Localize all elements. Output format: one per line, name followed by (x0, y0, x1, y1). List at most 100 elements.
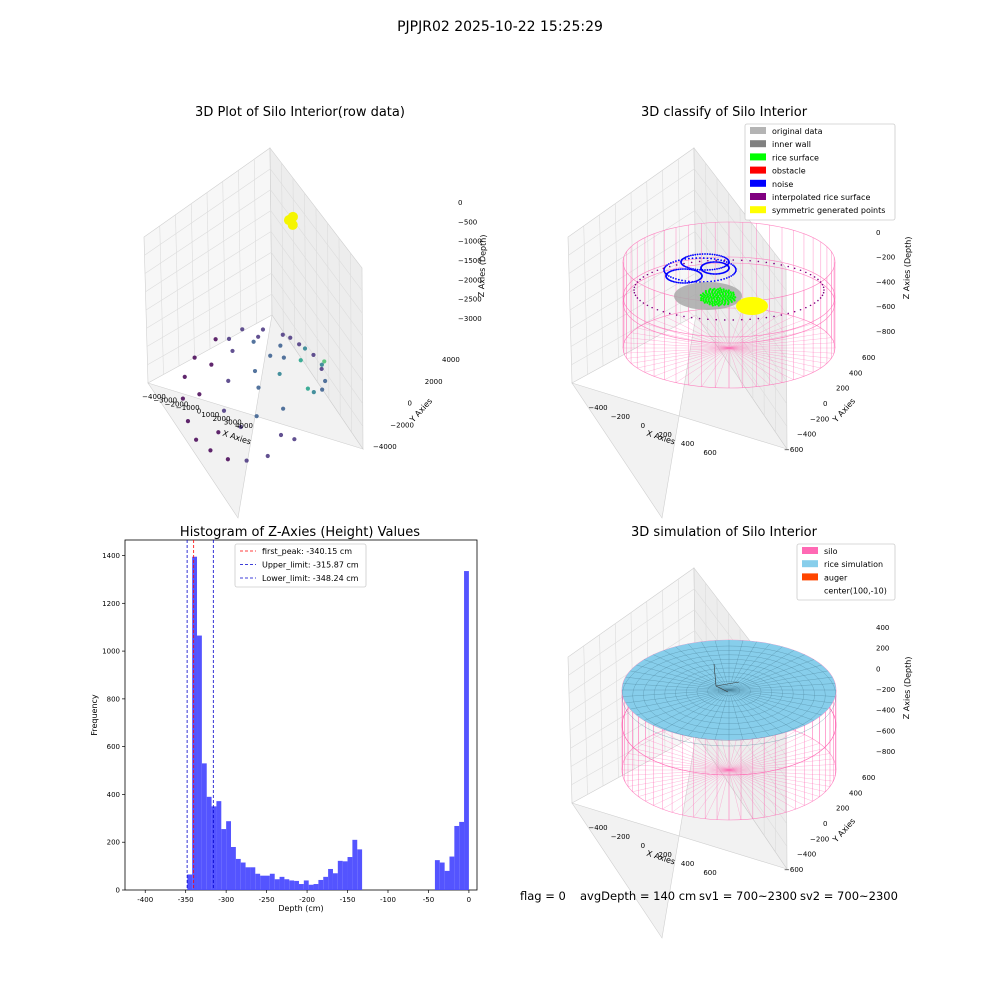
classify-silo-wall-radial (728, 347, 835, 354)
classify-rice-surface-point (704, 298, 707, 301)
histogram-ytick-label: 200 (107, 839, 120, 847)
classify-noise-point (709, 261, 712, 264)
raw-scatter-point (319, 366, 324, 372)
raw-scatter-xtick: 0 (197, 408, 201, 416)
classify-legend-label: obstacle (772, 167, 806, 176)
classify-rice-surface-point (717, 301, 720, 305)
classify-silo-wall-radial (664, 347, 730, 380)
simulation-silo-wall-radial (645, 738, 730, 771)
simulation-mesh-radial (644, 659, 730, 691)
classify-interpolated-point (662, 267, 665, 270)
classify-noise-point (677, 278, 680, 281)
histogram-bar (260, 875, 265, 890)
classify-axes-box (567, 147, 788, 519)
raw-scatter-ztick: −2500 (458, 296, 482, 304)
classify-noise-point (688, 255, 690, 257)
classify-silo-wall-radial (728, 316, 794, 349)
z-gridline (146, 272, 363, 404)
histogram-ytick-label: 400 (107, 791, 120, 799)
histogram-xlabel: Depth (cm) (278, 904, 323, 913)
raw-scatter-xtick: −1000 (176, 404, 200, 412)
classify-rice-surface-point (709, 294, 712, 297)
raw-scatter-point (185, 419, 191, 424)
classify-interpolated-point (723, 319, 726, 321)
simulation-silo-wall-radial (728, 769, 836, 776)
histogram-bar (235, 858, 241, 890)
simulation-ytick: 600 (862, 774, 875, 782)
simulation-mesh-radial (714, 689, 730, 740)
z-gridline (568, 189, 787, 314)
simulation-scene (621, 639, 837, 821)
classify-noise-point (711, 253, 714, 256)
raw-scatter-xtick: 4000 (235, 422, 253, 430)
classify-interpolated-point (822, 286, 825, 289)
classify-noise-point (720, 267, 722, 269)
simulation-silo-wall-radial (622, 764, 730, 771)
raw-scatter-point (197, 392, 202, 397)
raw-scatter-point (226, 336, 232, 341)
simulation-mesh-radial (714, 640, 730, 691)
classify-silo-wall-radial (728, 308, 744, 349)
classify-noise-point (720, 278, 723, 281)
classify-noise-point (701, 253, 704, 255)
classify-noise-point (699, 257, 701, 259)
classify-noise-point (684, 268, 687, 270)
classify-noise-point (718, 272, 721, 275)
classify-noise-point (672, 277, 675, 279)
status-sv1: sv1 = 700~2300 (699, 889, 797, 903)
simulation-mesh-radial (728, 664, 822, 691)
classify-interpolated-point (819, 281, 822, 283)
classify-interpolated-point (634, 294, 637, 297)
classify-silo-wall-radial (728, 347, 757, 387)
simulation-silo-wall-radial (638, 743, 730, 771)
simulation-legend: silo rice simulation auger center(100,-10) (796, 543, 896, 601)
raw-scatter-point (251, 339, 256, 344)
simulation-silo-wall-radial (632, 748, 730, 771)
classify-silo-wall-radial (664, 316, 730, 349)
classify-noise-point (667, 263, 670, 265)
simulation-ylabel: Y Axies (830, 817, 857, 845)
classify-noise-point (719, 272, 722, 275)
classify-rice-surface-point (719, 287, 722, 290)
classify-silo-wall-radial (728, 310, 770, 349)
classify-interpolated-point (636, 281, 639, 283)
raw-scatter-point (323, 378, 328, 384)
simulation-silo-wall-radial (728, 748, 826, 771)
classify-noise-point (720, 259, 723, 262)
histogram-bar (318, 879, 324, 890)
classify-silo-wall-radial (714, 308, 730, 349)
classify-noise-point (681, 282, 684, 284)
simulation-silo-wall-radial (728, 769, 765, 818)
classify-rice-surface-point (712, 293, 715, 296)
classify-noise-point (681, 268, 684, 270)
simulation-silo-wall-radial (728, 764, 836, 771)
classify-noise-point (733, 265, 736, 268)
simulation-mesh-radial (701, 641, 730, 691)
classify-silo-wall-radial (728, 327, 821, 349)
simulation-mesh-radial (630, 689, 730, 710)
simulation-mesh-radial (728, 640, 744, 691)
simulation-silo-wall-radial (728, 769, 742, 820)
classify-ztick: −200 (876, 254, 895, 262)
raw-scatter-point (278, 343, 283, 348)
classify-silo-wall-radial (728, 347, 814, 373)
classify-silo-wall-radial (728, 347, 827, 364)
classify-noise-point (696, 253, 699, 256)
classify-interpolated-point (642, 276, 645, 278)
classify-noise-point (684, 258, 687, 260)
classify-interpolated-point (633, 291, 636, 294)
simulation-mesh-radial (728, 689, 771, 737)
classify-interpolated-point (732, 319, 735, 321)
classify-xtick: 200 (659, 431, 672, 439)
classify-silo-wall-radial (653, 347, 730, 377)
simulation-mesh-radial (728, 670, 828, 691)
classify-rice-surface-point (732, 293, 735, 296)
classify-interpolated-point (656, 269, 659, 272)
left-gridline (646, 181, 650, 341)
left-pane (143, 147, 273, 384)
classify-noise-point (702, 257, 705, 259)
classify-legend-label: noise (772, 180, 793, 189)
classify-noise-point (695, 280, 697, 283)
simulation-legend-frame (796, 543, 896, 601)
raw-scatter-point (256, 385, 261, 390)
